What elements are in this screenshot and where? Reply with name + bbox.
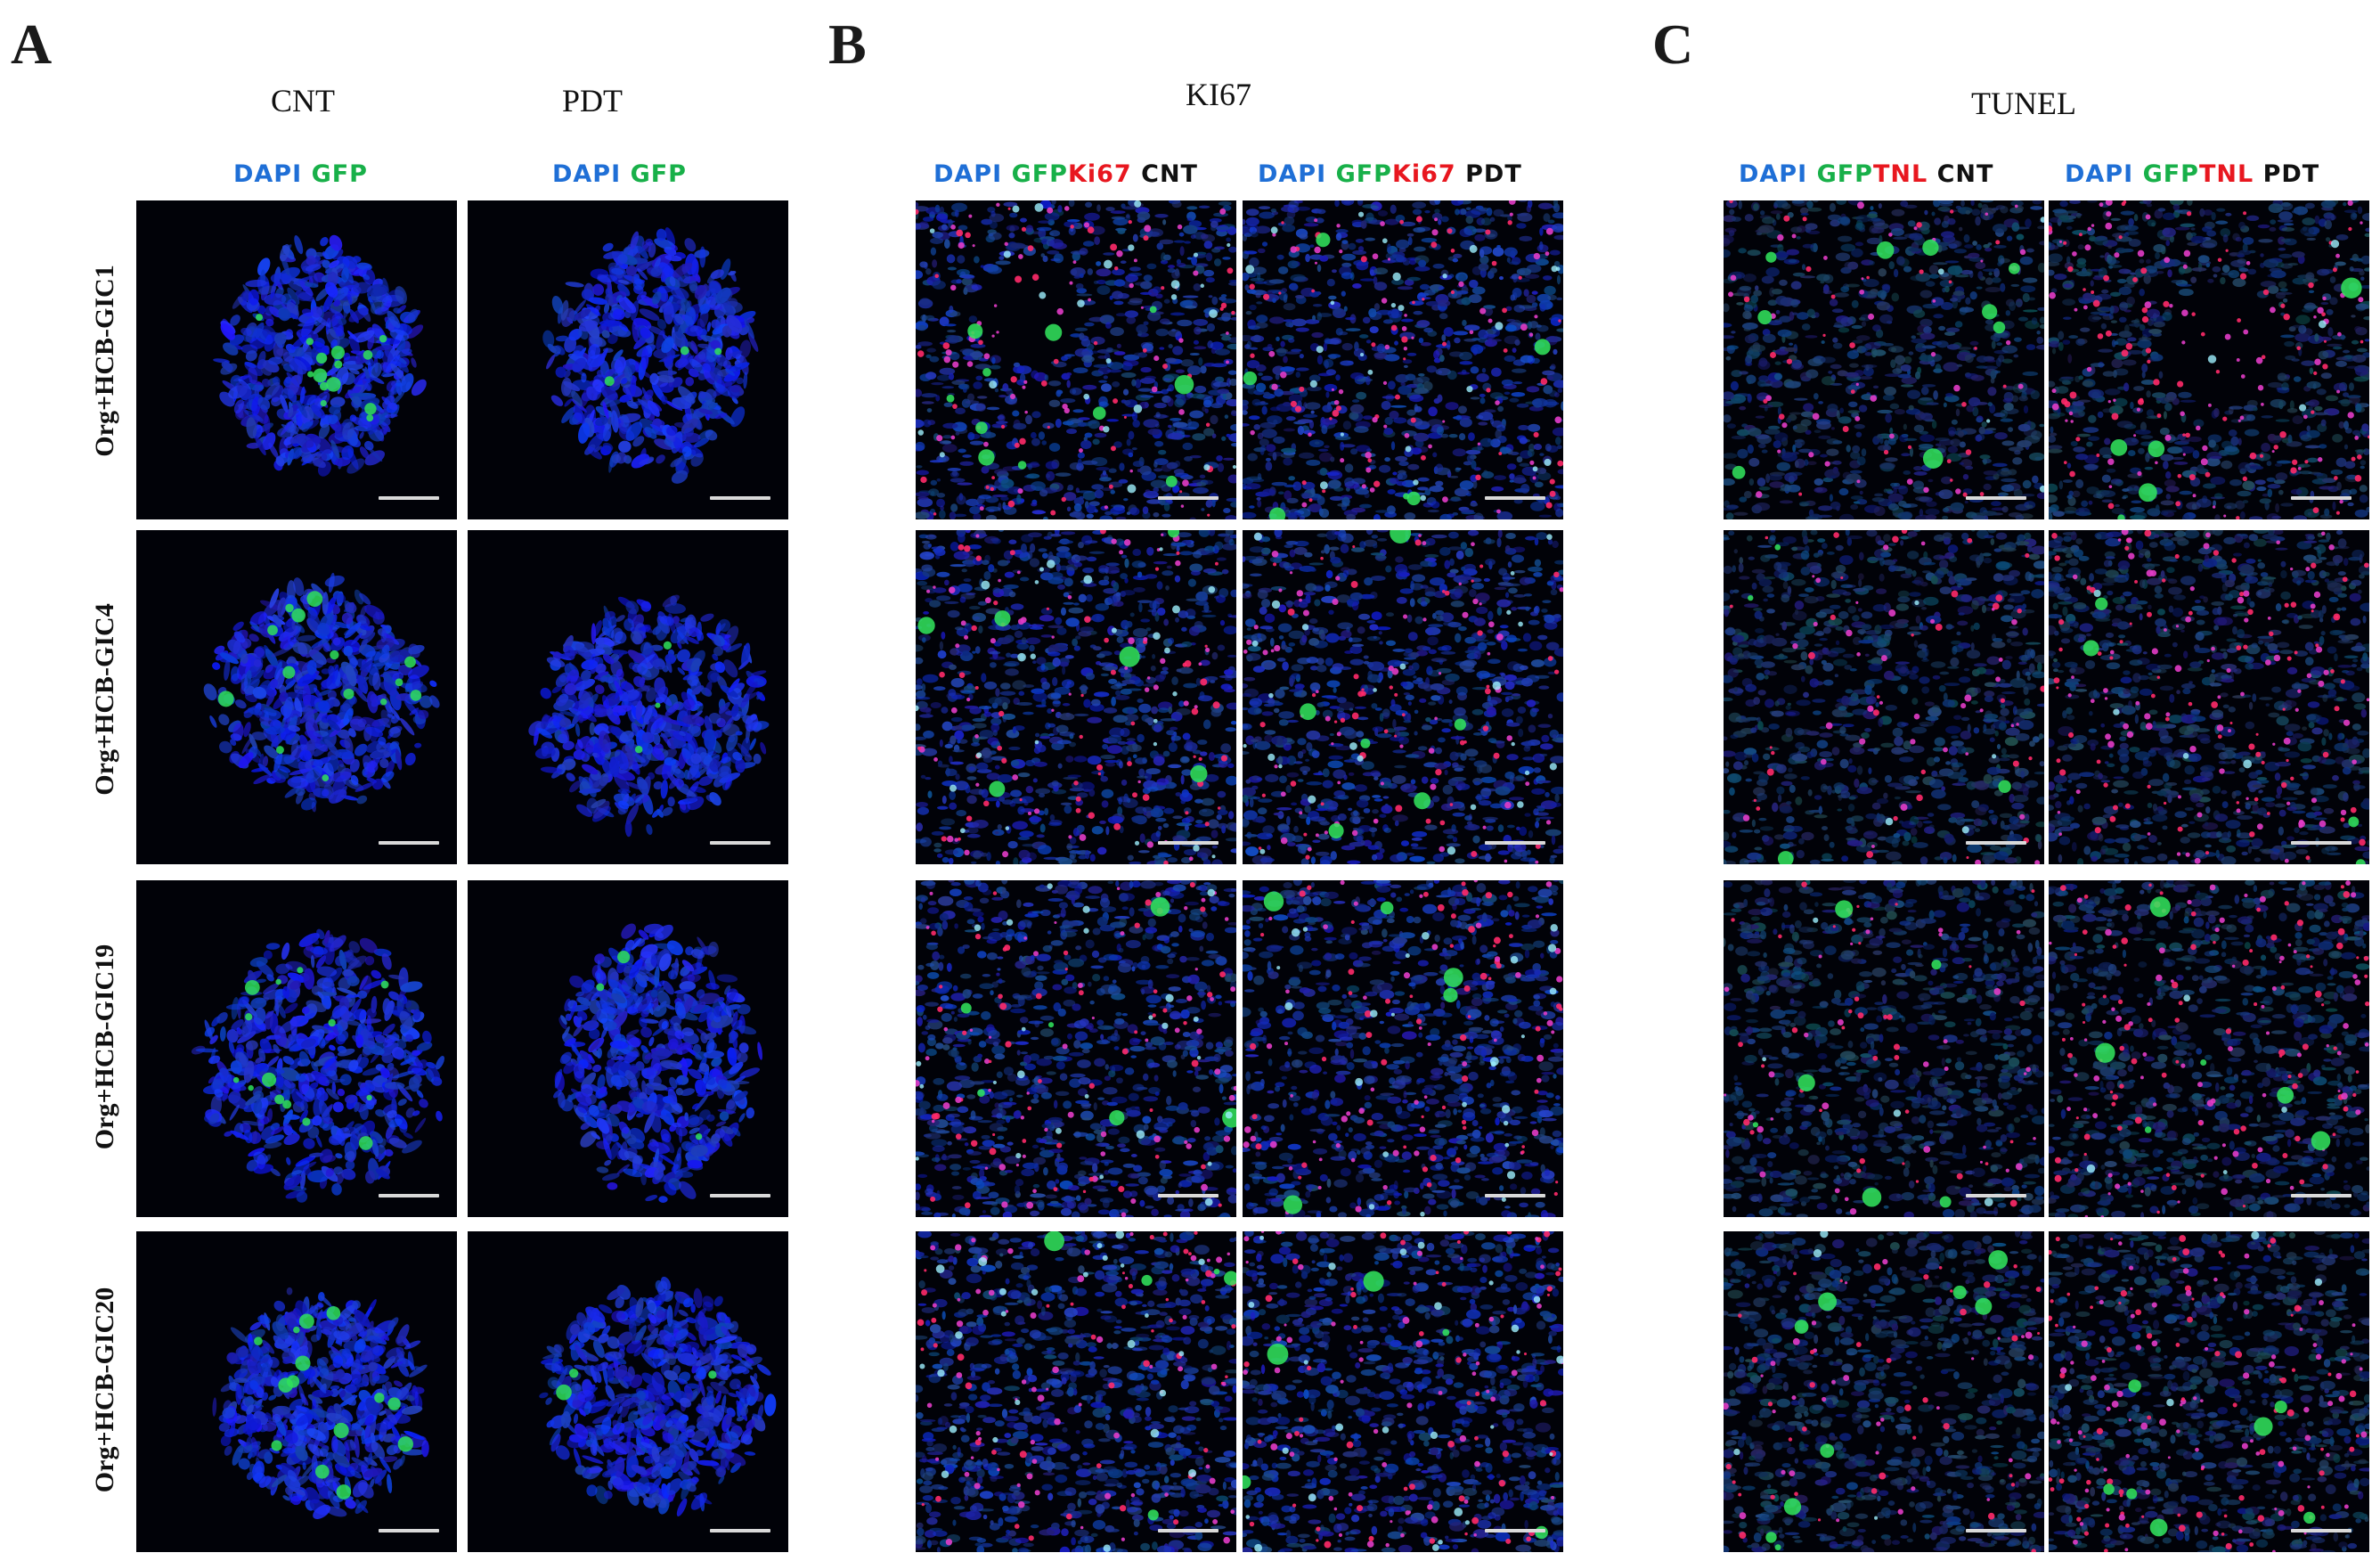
scale-bar [1158, 841, 1219, 845]
stain-dapi: DAPI [933, 160, 1002, 188]
stain-tnl: TNL [1873, 160, 1928, 188]
micrograph-b-r2-c2 [1243, 530, 1563, 864]
stain-gfp: GFP [1012, 160, 1068, 188]
stain-dapi: DAPI [233, 160, 302, 188]
scale-bar [379, 1529, 439, 1532]
micrograph-a-r2-c1 [136, 530, 457, 864]
scale-bar [710, 1529, 770, 1532]
micrograph-a-r1-c1 [136, 200, 457, 519]
row-label-gic19: Org+HCB-GIC19 [90, 944, 119, 1149]
scale-bar [710, 841, 770, 845]
scale-bar [2291, 841, 2351, 845]
scale-bar [1485, 1529, 1545, 1532]
row-label-gic20: Org+HCB-GIC20 [90, 1287, 119, 1492]
stain-gfp: GFP [1336, 160, 1392, 188]
micrograph-b-r4-c1 [916, 1231, 1236, 1552]
panel-c-cnt-stain-legend: DAPI GFPTNL CNT [1739, 162, 1993, 186]
micrograph-b-r3-c1 [916, 880, 1236, 1217]
micrograph-b-r4-c2 [1243, 1231, 1563, 1552]
micrograph-b-r2-c1 [916, 530, 1236, 864]
stain-gfp: GFP [2143, 160, 2199, 188]
panel-letter-c: C [1652, 16, 1693, 73]
scale-bar [2291, 1529, 2351, 1532]
scale-bar [710, 1194, 770, 1197]
stain-tnl: TNL [2199, 160, 2254, 188]
micrograph-b-r3-c2 [1243, 880, 1563, 1217]
panel-letter-b: B [828, 16, 867, 73]
scale-bar [1485, 496, 1545, 500]
micrograph-a-r2-c2 [468, 530, 788, 864]
scale-bar [1485, 841, 1545, 845]
panel-b-title: KI67 [1186, 78, 1251, 110]
stain-ki67: Ki67 [1068, 160, 1132, 188]
scale-bar [2291, 496, 2351, 500]
scale-bar [1966, 1529, 2026, 1532]
scale-bar [379, 841, 439, 845]
scale-bar [1485, 1194, 1545, 1197]
micrograph-c-r1-c2 [2049, 200, 2369, 519]
stain-ki67: Ki67 [1392, 160, 1456, 188]
micrograph-a-r3-c2 [468, 880, 788, 1217]
scale-bar [379, 496, 439, 500]
stain-gfp: GFP [631, 160, 687, 188]
panel-b-pdt-stain-legend: DAPI GFPKi67 PDT [1258, 162, 1522, 186]
panel-a-cnt-stain-legend: DAPI GFP [233, 162, 368, 186]
micrograph-a-r3-c1 [136, 880, 457, 1217]
micrograph-c-r3-c2 [2049, 880, 2369, 1217]
scale-bar [710, 496, 770, 500]
micrograph-c-r4-c1 [1724, 1231, 2044, 1552]
scale-bar [379, 1194, 439, 1197]
micrograph-b-r1-c2 [1243, 200, 1563, 519]
scale-bar [1966, 496, 2026, 500]
micrograph-a-r4-c1 [136, 1231, 457, 1552]
stain-gfp: GFP [1817, 160, 1873, 188]
micrograph-c-r4-c2 [2049, 1231, 2369, 1552]
stain-dapi: DAPI [2065, 160, 2133, 188]
micrograph-c-r1-c1 [1724, 200, 2044, 519]
scale-bar [2291, 1194, 2351, 1197]
panel-c-title: TUNEL [1971, 87, 2076, 119]
row-label-gic1: Org+HCB-GIC1 [90, 265, 119, 456]
micrograph-b-r1-c1 [916, 200, 1236, 519]
panel-a-col-title-cnt: CNT [271, 85, 335, 117]
stain-condition: CNT [1141, 160, 1198, 188]
micrograph-a-r1-c2 [468, 200, 788, 519]
scale-bar [1158, 496, 1219, 500]
panel-b-cnt-stain-legend: DAPI GFPKi67 CNT [933, 162, 1198, 186]
stain-condition: CNT [1937, 160, 1994, 188]
panel-a-col-title-pdt: PDT [562, 85, 623, 117]
stain-dapi: DAPI [1258, 160, 1326, 188]
row-label-gic4: Org+HCB-GIC4 [90, 603, 119, 795]
stain-condition: PDT [2263, 160, 2320, 188]
scale-bar [1966, 841, 2026, 845]
panel-a-pdt-stain-legend: DAPI GFP [552, 162, 687, 186]
panel-letter-a: A [11, 16, 52, 73]
scale-bar [1966, 1194, 2026, 1197]
micrograph-a-r4-c2 [468, 1231, 788, 1552]
micrograph-c-r2-c1 [1724, 530, 2044, 864]
micrograph-c-r2-c2 [2049, 530, 2369, 864]
scale-bar [1158, 1529, 1219, 1532]
scale-bar [1158, 1194, 1219, 1197]
micrograph-c-r3-c1 [1724, 880, 2044, 1217]
stain-dapi: DAPI [1739, 160, 1807, 188]
panel-c-pdt-stain-legend: DAPI GFPTNL PDT [2065, 162, 2319, 186]
stain-dapi: DAPI [552, 160, 621, 188]
stain-gfp: GFP [312, 160, 368, 188]
stain-condition: PDT [1465, 160, 1522, 188]
